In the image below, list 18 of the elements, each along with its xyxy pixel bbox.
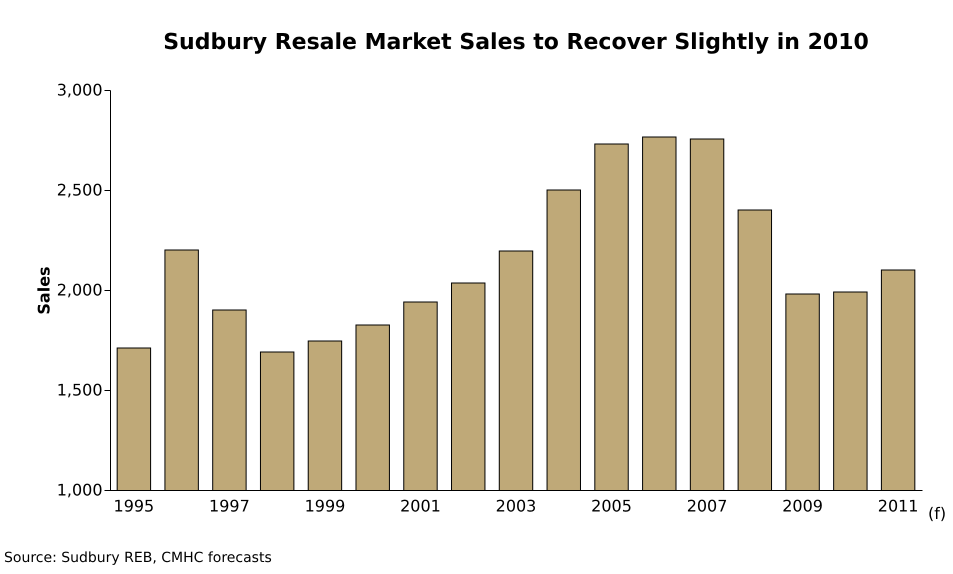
y-tick-label: 2,500 xyxy=(56,180,102,200)
x-tick-label: 2003 xyxy=(496,496,536,516)
y-tick-label: 2,000 xyxy=(56,280,102,300)
x-tick-label: 1997 xyxy=(209,496,250,516)
x-tick-label: 1999 xyxy=(304,496,346,516)
x-tick-label: 1995 xyxy=(114,496,154,516)
text: (f) xyxy=(928,504,946,523)
y-tick-label: 3,000 xyxy=(56,80,102,100)
x-tick-label: 2005 xyxy=(591,496,632,516)
y-tick-label: 1,000 xyxy=(56,480,102,500)
x-tick-label: 2009 xyxy=(782,496,823,516)
chart-title: Sudbury Resale Market Sales to Recover Slightly in 2010 xyxy=(163,30,869,55)
x-tick-label: 2007 xyxy=(686,496,728,516)
x-tick-label: 2001 xyxy=(400,496,441,516)
y-tick-label: 1,500 xyxy=(56,380,102,400)
y-axis-title: Sales xyxy=(34,266,54,315)
x-tick-label: 2011 xyxy=(878,496,918,516)
source-note: Source: Sudbury REB, CMHC forecasts xyxy=(4,550,272,566)
